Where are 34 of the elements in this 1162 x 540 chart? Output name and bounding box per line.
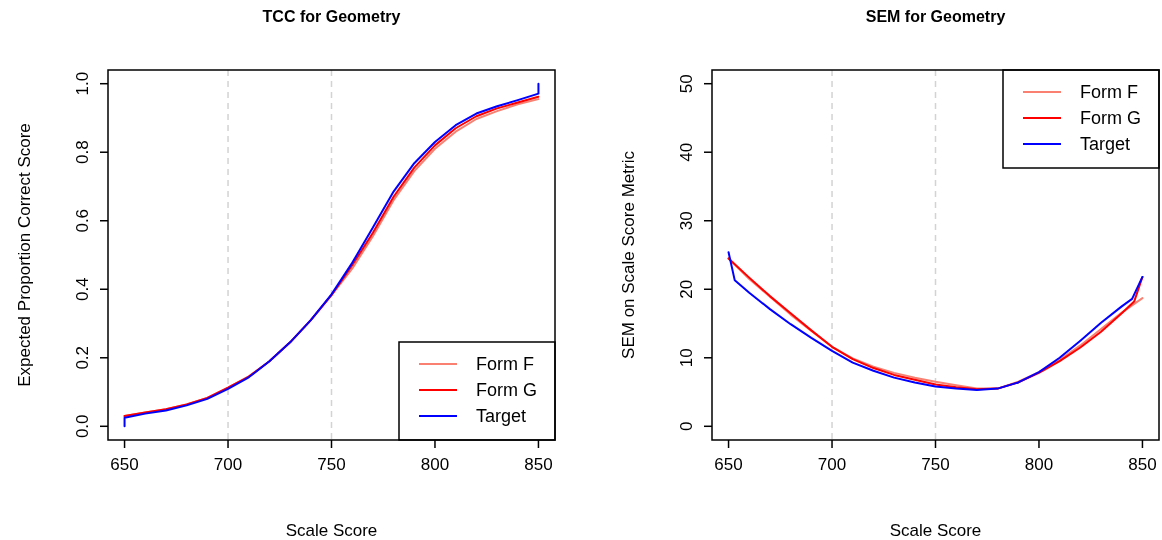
y-tick-label: 0.2 xyxy=(73,345,92,370)
y-tick-label: 10 xyxy=(677,348,696,368)
y-tick-label: 50 xyxy=(677,74,696,94)
legend-label: Form G xyxy=(476,380,537,401)
legend-label: Target xyxy=(476,406,527,427)
chart-title: SEM for Geometry xyxy=(865,8,1006,25)
x-tick-label: 750 xyxy=(317,455,346,474)
y-tick-label: 30 xyxy=(677,211,696,231)
x-tick-label: 700 xyxy=(817,455,847,474)
x-axis-title: Scale Score xyxy=(889,521,982,540)
y-axis-title: SEM on Scale Score Metric xyxy=(619,150,638,359)
x-axis-title: Scale Score xyxy=(285,521,378,540)
y-tick-label: 0.4 xyxy=(73,277,92,302)
x-tick-label: 850 xyxy=(1128,455,1157,474)
x-tick-label: 850 xyxy=(524,455,553,474)
x-tick-label: 700 xyxy=(213,455,243,474)
legend-label: Form G xyxy=(1080,108,1141,129)
y-tick-label: 0.8 xyxy=(73,140,92,165)
y-tick-label: 0.0 xyxy=(73,414,92,439)
x-tick-label: 800 xyxy=(420,455,450,474)
y-tick-label: 40 xyxy=(677,142,696,162)
x-tick-label: 750 xyxy=(921,455,950,474)
y-tick-label: 1.0 xyxy=(73,71,92,96)
y-axis-title: Expected Proportion Correct Score xyxy=(15,123,34,387)
y-tick-label: 20 xyxy=(677,279,696,299)
y-tick-label: 0.6 xyxy=(73,208,92,233)
x-tick-label: 800 xyxy=(1024,455,1054,474)
chart-title: TCC for Geometry xyxy=(262,8,401,25)
x-tick-label: 650 xyxy=(110,455,139,474)
legend-label: Target xyxy=(1080,134,1131,155)
legend-label: Form F xyxy=(476,354,534,375)
legend-label: Form F xyxy=(1080,82,1138,103)
y-tick-label: 0 xyxy=(677,421,696,432)
x-tick-label: 650 xyxy=(714,455,743,474)
